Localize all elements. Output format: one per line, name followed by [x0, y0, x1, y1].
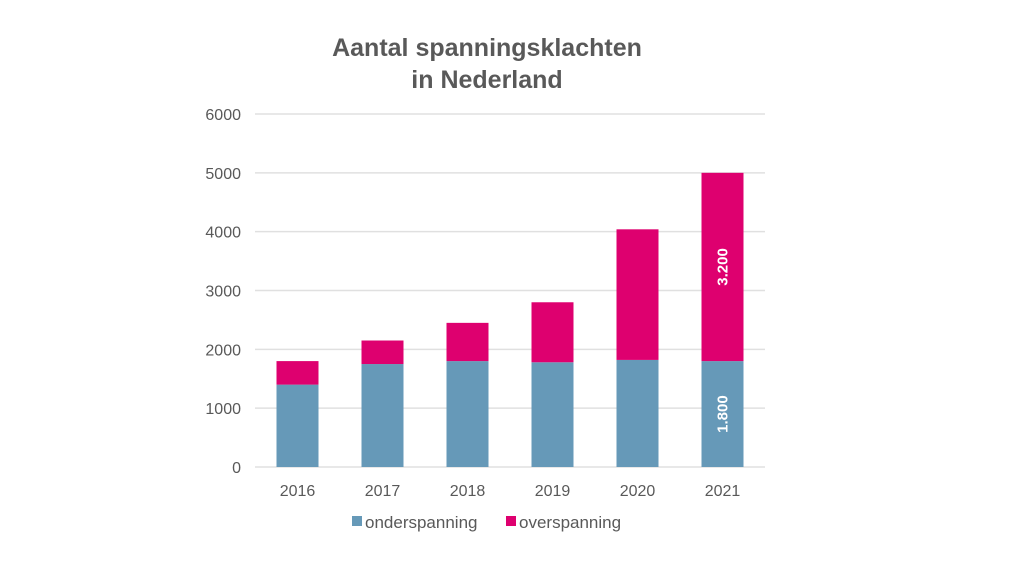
y-tick-label: 0 — [232, 460, 241, 477]
y-tick-label: 2000 — [205, 342, 241, 359]
bar-onderspanning-2020 — [616, 359, 659, 467]
bar-overspanning-2021 — [701, 172, 744, 362]
bar-onderspanning-2017 — [361, 364, 404, 467]
x-tick-label: 2017 — [365, 483, 401, 500]
legend-label-overspanning: overspanning — [519, 513, 621, 532]
chart-title-line-2: in Nederland — [411, 66, 562, 94]
bar-onderspanning-2018 — [446, 361, 489, 467]
bar-overspanning-2018 — [446, 322, 489, 362]
x-tick-label: 2021 — [705, 483, 741, 500]
bar-onderspanning-2016 — [276, 384, 319, 467]
bar-onderspanning-2021 — [701, 361, 744, 467]
chart-title-line-1: Aantal spanningsklachten — [332, 34, 642, 62]
bar-onderspanning-2019 — [531, 362, 574, 467]
x-tick-label: 2018 — [450, 483, 486, 500]
bar-overspanning-2017 — [361, 340, 404, 365]
legend-swatch-overspanning — [506, 516, 516, 526]
bar-overspanning-2020 — [616, 229, 659, 360]
x-tick-label: 2020 — [620, 483, 656, 500]
bar-overspanning-2016 — [276, 361, 319, 385]
y-tick-label: 3000 — [205, 284, 241, 301]
legend-label-onderspanning: onderspanning — [365, 513, 477, 532]
legend-swatch-onderspanning — [352, 516, 362, 526]
y-tick-label: 5000 — [205, 166, 241, 183]
x-tick-label: 2016 — [280, 483, 316, 500]
bar-overspanning-2019 — [531, 302, 574, 363]
data-label: 1.800 — [715, 395, 732, 433]
y-tick-label: 1000 — [205, 401, 241, 418]
y-tick-label: 4000 — [205, 225, 241, 242]
y-tick-label: 6000 — [205, 107, 241, 124]
x-tick-label: 2019 — [535, 483, 571, 500]
data-label: 3.200 — [715, 248, 732, 286]
